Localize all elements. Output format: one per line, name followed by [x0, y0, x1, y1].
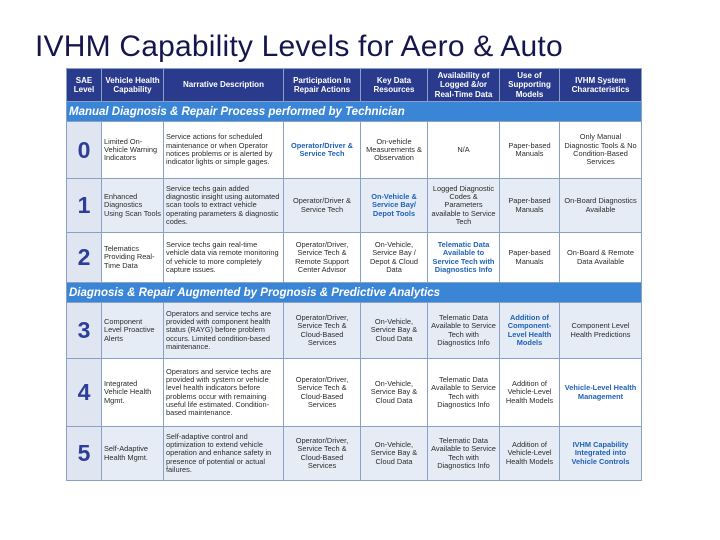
table-row-level-0: 0 Limited On-Vehicle Warning Indicators … [66, 121, 642, 179]
table-row-level-5: 5 Self-Adaptive Health Mgmt. Self-adapti… [66, 426, 642, 481]
characteristics-cell: On-Board & Remote Data Available [559, 232, 642, 283]
participation-cell: Operator/Driver & Service Tech [283, 121, 361, 179]
narrative-cell: Operators and service techs are provided… [163, 302, 284, 359]
header-narrative-description: Narrative Description [163, 68, 284, 102]
data-availability-cell: Telematic Data Available to Service Tech… [427, 232, 500, 283]
characteristics-cell: IVHM Capability Integrated into Vehicle … [559, 426, 642, 481]
capability-cell: Integrated Vehicle Health Mgmt. [101, 358, 164, 427]
table-row-level-2: 2 Telematics Providing Real-Time Data Se… [66, 232, 642, 283]
level-number: 4 [66, 358, 102, 427]
resources-cell: On-Vehicle & Service Bay/ Depot Tools [360, 178, 428, 233]
data-availability-cell: Telematic Data Available to Service Tech… [427, 302, 500, 359]
capability-cell: Component Level Proactive Alerts [101, 302, 164, 359]
capability-levels-table: SAE Level Vehicle Health Capability Narr… [66, 68, 642, 481]
characteristics-cell: On-Board Diagnostics Available [559, 178, 642, 233]
header-participation: Participation In Repair Actions [283, 68, 361, 102]
resources-cell: On-Vehicle, Service Bay & Cloud Data [360, 302, 428, 359]
level-number: 2 [66, 232, 102, 283]
models-cell: Addition of Vehicle-Level Health Models [499, 426, 560, 481]
models-cell: Addition of Vehicle-Level Health Models [499, 358, 560, 427]
models-cell: Paper-based Manuals [499, 232, 560, 283]
data-availability-cell: Telematic Data Available to Service Tech… [427, 426, 500, 481]
resources-cell: On-vehicle Measurements & Observation [360, 121, 428, 179]
models-cell: Addition of Component-Level Health Model… [499, 302, 560, 359]
section-header-row: Manual Diagnosis & Repair Process perfor… [66, 101, 642, 122]
table-row-level-1: 1 Enhanced Diagnostics Using Scan Tools … [66, 178, 642, 233]
header-ivhm-characteristics: IVHM System Characteristics [559, 68, 642, 102]
characteristics-cell: Vehicle-Level Health Management [559, 358, 642, 427]
participation-cell: Operator/Driver, Service Tech & Remote S… [283, 232, 361, 283]
header-data-availability: Availability of Logged &/or Real-Time Da… [427, 68, 500, 102]
level-number: 5 [66, 426, 102, 481]
characteristics-cell: Component Level Health Predictions [559, 302, 642, 359]
models-cell: Paper-based Manuals [499, 121, 560, 179]
section-header-row: Diagnosis & Repair Augmented by Prognosi… [66, 282, 642, 303]
narrative-cell: Service techs gain added diagnostic insi… [163, 178, 284, 233]
resources-cell: On-Vehicle, Service Bay & Cloud Data [360, 358, 428, 427]
participation-cell: Operator/Driver, Service Tech & Cloud-Ba… [283, 426, 361, 481]
data-availability-cell: N/A [427, 121, 500, 179]
header-key-data-resources: Key Data Resources [360, 68, 428, 102]
participation-cell: Operator/Driver, Service Tech & Cloud-Ba… [283, 302, 361, 359]
narrative-cell: Service actions for scheduled maintenanc… [163, 121, 284, 179]
header-row: SAE Level Vehicle Health Capability Narr… [66, 68, 642, 102]
slide-title: IVHM Capability Levels for Aero & Auto [35, 30, 563, 63]
resources-cell: On-Vehicle, Service Bay / Depot & Cloud … [360, 232, 428, 283]
section-title-manual: Manual Diagnosis & Repair Process perfor… [66, 101, 642, 122]
section-title-predictive: Diagnosis & Repair Augmented by Prognosi… [66, 282, 642, 303]
models-cell: Paper-based Manuals [499, 178, 560, 233]
header-vehicle-health-capability: Vehicle Health Capability [101, 68, 164, 102]
characteristics-cell: Only Manual Diagnostic Tools & No Condit… [559, 121, 642, 179]
header-supporting-models: Use of Supporting Models [499, 68, 560, 102]
capability-cell: Telematics Providing Real-Time Data [101, 232, 164, 283]
level-number: 1 [66, 178, 102, 233]
narrative-cell: Self-adaptive control and optimization t… [163, 426, 284, 481]
table-row-level-3: 3 Component Level Proactive Alerts Opera… [66, 302, 642, 359]
capability-cell: Limited On-Vehicle Warning Indicators [101, 121, 164, 179]
level-number: 3 [66, 302, 102, 359]
header-sae-level: SAE Level [66, 68, 102, 102]
participation-cell: Operator/Driver, Service Tech & Cloud-Ba… [283, 358, 361, 427]
resources-cell: On-Vehicle, Service Bay & Cloud Data [360, 426, 428, 481]
level-number: 0 [66, 121, 102, 179]
data-availability-cell: Logged Diagnostic Codes & Parameters ava… [427, 178, 500, 233]
data-availability-cell: Telematic Data Available to Service Tech… [427, 358, 500, 427]
participation-cell: Operator/Driver & Service Tech [283, 178, 361, 233]
table-row-level-4: 4 Integrated Vehicle Health Mgmt. Operat… [66, 358, 642, 427]
narrative-cell: Operators and service techs are provided… [163, 358, 284, 427]
narrative-cell: Service techs gain real-time vehicle dat… [163, 232, 284, 283]
capability-cell: Self-Adaptive Health Mgmt. [101, 426, 164, 481]
capability-cell: Enhanced Diagnostics Using Scan Tools [101, 178, 164, 233]
